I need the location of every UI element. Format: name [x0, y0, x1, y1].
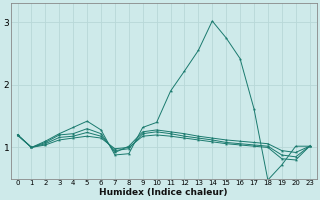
X-axis label: Humidex (Indice chaleur): Humidex (Indice chaleur) — [99, 188, 228, 197]
